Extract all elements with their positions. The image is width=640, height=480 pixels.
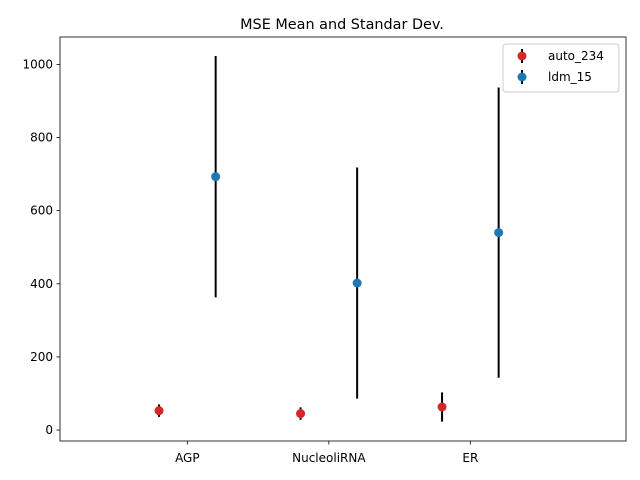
legend-marker <box>517 72 527 82</box>
x-tick-label: AGP <box>175 451 200 465</box>
x-tick-label: NucleoliRNA <box>292 451 366 465</box>
data-point <box>296 409 306 419</box>
chart-title: MSE Mean and Standar Dev. <box>240 17 444 33</box>
y-tick-label: 1000 <box>22 57 53 71</box>
y-tick-label: 0 <box>45 423 53 437</box>
legend-label: ldm_15 <box>548 70 592 84</box>
data-point <box>211 172 221 182</box>
y-tick-label: 800 <box>30 131 53 145</box>
legend-box <box>502 43 620 93</box>
y-tick-label: 200 <box>30 350 53 364</box>
x-tick-label: ER <box>462 451 478 465</box>
y-tick-label: 400 <box>30 277 53 291</box>
axes-frame <box>59 36 627 442</box>
legend-marker <box>517 51 527 61</box>
plot-area: 0 200 400 600 800 1000 AGP NucleoliRNA ER <box>22 36 627 465</box>
data-point <box>437 402 447 412</box>
data-point <box>352 278 362 288</box>
data-point <box>154 406 164 416</box>
legend: auto_234 ldm_15 <box>502 43 620 93</box>
legend-label: auto_234 <box>548 49 604 63</box>
data-point <box>494 228 504 238</box>
y-tick-label: 600 <box>30 204 53 218</box>
